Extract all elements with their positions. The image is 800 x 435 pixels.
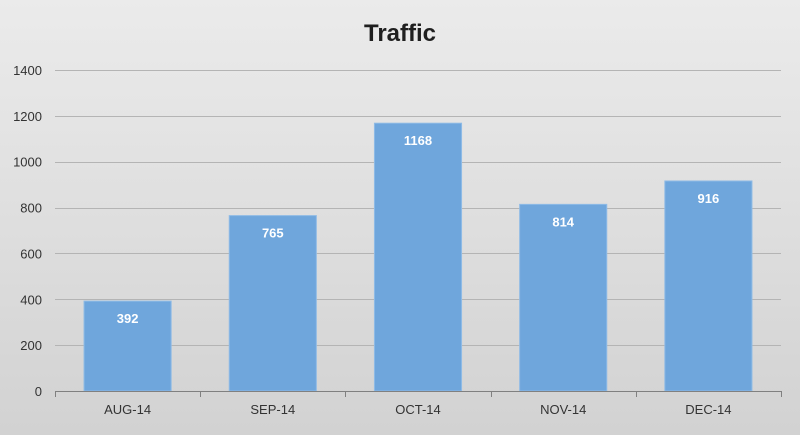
x-tick-label: SEP-14 <box>250 402 295 417</box>
data-label: 916 <box>698 191 720 206</box>
y-tick-label: 800 <box>20 201 42 216</box>
data-labels: 392 765 1168 814 916 <box>117 133 720 326</box>
data-label: 392 <box>117 311 139 326</box>
y-tick-label: 0 <box>35 384 42 399</box>
y-tick-label: 1400 <box>13 63 42 78</box>
x-tick-label: AUG-14 <box>104 402 151 417</box>
chart-title: Traffic <box>364 20 436 47</box>
bar-oct-14 <box>373 122 463 392</box>
data-label: 1168 <box>404 133 432 148</box>
bar-nov-14 <box>519 203 608 392</box>
x-axis-tick-labels: AUG-14 SEP-14 OCT-14 NOV-14 DEC-14 <box>104 402 731 417</box>
bars <box>83 122 753 392</box>
y-tick-label: 200 <box>20 338 42 353</box>
x-axis <box>55 391 782 397</box>
x-tick-label: DEC-14 <box>685 402 731 417</box>
y-tick-label: 400 <box>20 292 42 307</box>
y-axis-tick-labels: 0 200 400 600 800 1000 1200 1400 <box>13 63 42 399</box>
y-tick-label: 1200 <box>13 109 42 124</box>
x-tick-label: NOV-14 <box>540 402 586 417</box>
data-label: 814 <box>552 214 574 229</box>
data-label: 765 <box>262 226 284 241</box>
x-tick-label: OCT-14 <box>395 402 441 417</box>
y-tick-label: 1000 <box>13 155 42 170</box>
bar-sep-14 <box>228 215 317 392</box>
bar-dec-14 <box>664 180 753 392</box>
y-tick-label: 600 <box>20 246 42 261</box>
